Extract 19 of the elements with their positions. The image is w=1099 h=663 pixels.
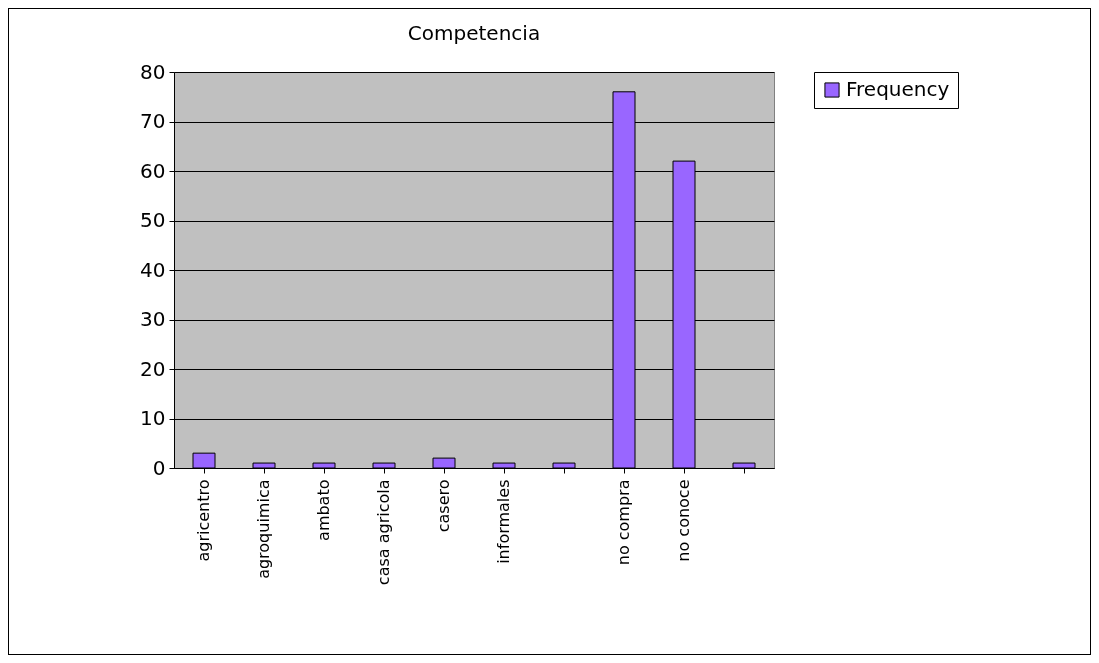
x-tick-label: no conoce — [674, 479, 693, 562]
x-tick-label: agricentro — [194, 479, 213, 562]
chart-title: Competencia — [407, 21, 541, 45]
x-tick-label: informales — [494, 479, 513, 564]
y-tick-label: 20 — [140, 356, 166, 381]
y-tick-label: 80 — [140, 59, 166, 84]
y-tick-label: 30 — [140, 307, 166, 331]
x-tick-label: casero — [434, 479, 453, 533]
y-tick-label: 70 — [140, 109, 166, 133]
y-tick-label: 40 — [140, 257, 166, 282]
x-tick-label: ambato — [314, 479, 333, 541]
x-tick-label: no compra — [614, 479, 633, 566]
y-tick-label: 10 — [140, 406, 166, 430]
y-tick-label: 0 — [152, 455, 166, 480]
x-tick-label: agroquimica — [254, 479, 273, 579]
y-tick-label: 60 — [140, 158, 166, 183]
y-tick-label: 50 — [140, 208, 166, 232]
legend-label: Frequency — [846, 77, 950, 101]
x-tick-label: casa agricola — [374, 479, 393, 586]
